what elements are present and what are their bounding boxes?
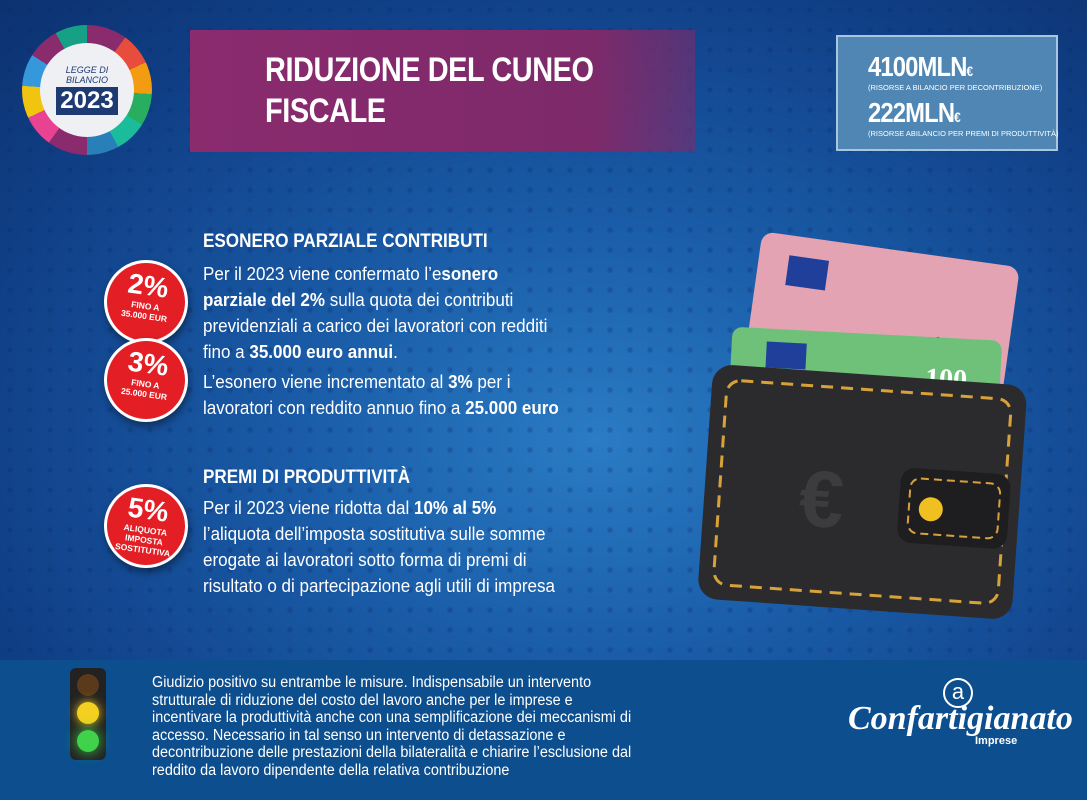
- section1-line: Per il 2023 viene confermato l’esonero: [203, 263, 499, 284]
- section2-heading: PREMI DI PRODUTTIVITÀ: [203, 467, 411, 488]
- page-title: RIDUZIONE DEL CUNEO FISCALE: [265, 51, 594, 130]
- footer-band: [0, 660, 1087, 800]
- svg-text:€: €: [796, 453, 847, 545]
- footer-text-line: reddito da lavoro dipendente della relat…: [152, 761, 510, 779]
- section1-line: previdenziali a carico dei lavoratori co…: [203, 315, 548, 336]
- wallet-illustration: 10 100 €: [698, 232, 1027, 619]
- section2-line: Per il 2023 viene ridotta dal 10% al 5%: [203, 497, 497, 518]
- stat-note-1: (RISORSE A BILANCIO PER DECONTRIBUZIONE): [868, 83, 1043, 92]
- footer-text-line: accesso. Necessario in tal senso un inte…: [152, 726, 566, 744]
- stat-value-2: 222MLN€: [868, 97, 961, 128]
- title-banner: [190, 30, 695, 152]
- logo-line1: LEGGE DI: [65, 65, 109, 75]
- stats-box: 4100MLN€ (RISORSE A BILANCIO PER DECONTR…: [836, 35, 1058, 151]
- black-wallet: €: [698, 365, 1027, 619]
- traffic-light-icon: [70, 668, 106, 760]
- brand-at-icon: a: [943, 678, 973, 708]
- footer-text-line: incentivare la produttività anche con un…: [152, 709, 632, 726]
- legge-bilancio-logo: LEGGE DI BILANCIO 2023: [22, 25, 152, 155]
- logo-year: 2023: [56, 87, 118, 115]
- stat-value-1: 4100MLN€: [868, 51, 973, 82]
- section1-line: fino a 35.000 euro annui.: [203, 341, 398, 362]
- section1-line: L’esonero viene incrementato al 3% per i: [203, 371, 511, 392]
- logo-line2: BILANCIO: [65, 75, 108, 85]
- section2-line: l’aliquota dell’imposta sostitutiva sull…: [203, 523, 546, 544]
- footer-text-line: decontribuzione delle prestazioni della …: [152, 744, 632, 761]
- footer-text-line: strutturale di riduzione del costo del l…: [152, 691, 573, 709]
- brand-sub: Imprese: [975, 735, 1018, 747]
- section1-line: parziale del 2% sulla quota dei contribu…: [203, 289, 514, 310]
- section1-heading: ESONERO PARZIALE CONTRIBUTI: [203, 231, 488, 252]
- footer-text-line: Giudizio positivo su entrambe le misure.…: [152, 674, 592, 691]
- section2-line: risultato o di partecipazione agli utili…: [203, 575, 555, 596]
- stat-note-2: (RISORSE ABILANCIO PER PREMI DI PRODUTTI…: [868, 129, 1059, 138]
- brand-logo: Confartigianato: [848, 700, 1073, 737]
- section2-line: erogate ai lavoratori sotto forma di pre…: [203, 549, 527, 570]
- section1-line: lavoratori con reddito annuo fino a 25.0…: [203, 397, 559, 418]
